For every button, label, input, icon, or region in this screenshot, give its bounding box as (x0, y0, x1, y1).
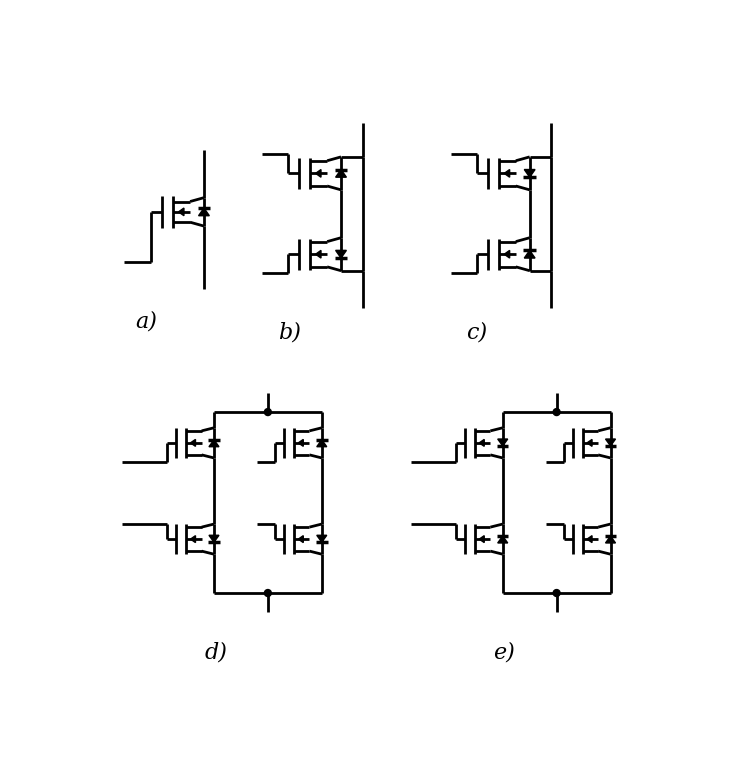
Polygon shape (315, 251, 321, 258)
Polygon shape (498, 439, 508, 446)
Polygon shape (479, 536, 484, 543)
Text: b): b) (278, 322, 301, 344)
Polygon shape (191, 439, 196, 446)
Polygon shape (317, 535, 327, 542)
Polygon shape (336, 251, 347, 258)
Polygon shape (605, 536, 615, 543)
Polygon shape (299, 439, 303, 446)
Polygon shape (498, 536, 508, 543)
Polygon shape (479, 439, 484, 446)
Text: a): a) (136, 311, 157, 332)
Polygon shape (179, 208, 184, 216)
Polygon shape (336, 170, 347, 177)
Polygon shape (315, 170, 321, 177)
Polygon shape (587, 536, 592, 543)
Text: c): c) (466, 322, 488, 344)
Text: d): d) (204, 641, 228, 664)
Polygon shape (587, 439, 592, 446)
Polygon shape (504, 251, 510, 258)
Circle shape (553, 409, 560, 416)
Text: e): e) (493, 641, 515, 664)
Circle shape (264, 590, 272, 597)
Circle shape (264, 409, 272, 416)
Polygon shape (605, 439, 615, 446)
Polygon shape (524, 251, 535, 258)
Circle shape (553, 590, 560, 597)
Polygon shape (199, 208, 210, 216)
Polygon shape (191, 536, 196, 543)
Polygon shape (317, 439, 327, 446)
Polygon shape (299, 536, 303, 543)
Polygon shape (504, 170, 510, 177)
Polygon shape (209, 439, 219, 446)
Polygon shape (209, 535, 219, 542)
Polygon shape (524, 170, 535, 177)
